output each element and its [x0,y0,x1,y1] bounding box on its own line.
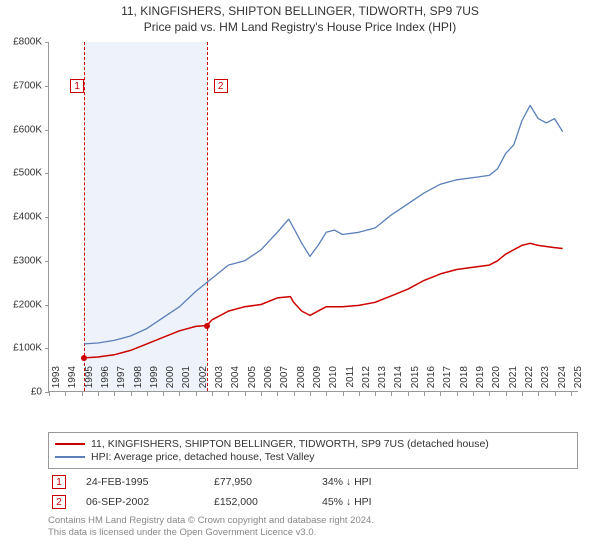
footer: Contains HM Land Registry data © Crown c… [48,515,578,540]
x-tick-label: 2022 [524,366,535,396]
x-tick [359,392,360,396]
y-tick-label: £600K [0,124,42,135]
sale-row-price: £152,000 [214,496,314,508]
sale-dot-2 [204,323,210,329]
x-tick [98,392,99,396]
chart: 12 £0£100K£200K£300K£400K£500K£600K£700K… [48,42,578,392]
x-tick [473,392,474,396]
x-tick [343,392,344,396]
x-tick-label: 2012 [361,366,372,396]
x-tick-label: 2017 [442,366,453,396]
x-tick-label: 2014 [393,366,404,396]
x-tick-label: 2016 [426,366,437,396]
x-tick-label: 2000 [165,366,176,396]
x-tick-label: 2018 [459,366,470,396]
x-tick-label: 2009 [312,366,323,396]
x-tick [310,392,311,396]
sale-row: 1 24-FEB-1995 £77,950 34% ↓ HPI [48,475,578,489]
x-tick-label: 1996 [100,366,111,396]
x-tick [375,392,376,396]
x-tick-label: 1993 [51,366,62,396]
sale-row-delta: 45% ↓ HPI [322,496,442,508]
legend-box: 11, KINGFISHERS, SHIPTON BELLINGER, TIDW… [48,432,578,469]
x-tick [457,392,458,396]
x-tick-label: 2005 [247,366,258,396]
x-tick-label: 2023 [540,366,551,396]
y-tick-label: £100K [0,343,42,354]
x-tick [82,392,83,396]
x-tick [424,392,425,396]
y-tick-label: £300K [0,255,42,266]
legend-label: 11, KINGFISHERS, SHIPTON BELLINGER, TIDW… [91,438,489,450]
legend-and-footer: 11, KINGFISHERS, SHIPTON BELLINGER, TIDW… [48,432,578,540]
x-tick [163,392,164,396]
x-tick-label: 2007 [279,366,290,396]
x-tick-label: 2019 [475,366,486,396]
x-tick-label: 2015 [410,366,421,396]
plot-area: 12 [48,42,578,392]
sale-row-marker: 2 [52,495,66,509]
x-tick-label: 1994 [67,366,78,396]
x-tick-label: 2004 [230,366,241,396]
sales-table: 1 24-FEB-1995 £77,950 34% ↓ HPI 2 06-SEP-2002… [48,475,578,509]
y-tick-label: £500K [0,168,42,179]
sale-marker-box-1: 1 [70,79,84,93]
x-tick [261,392,262,396]
sale-row-marker: 1 [52,475,66,489]
sale-row-date: 06-SEP-2002 [86,496,206,508]
legend-swatch [55,456,85,458]
x-tick [571,392,572,396]
sale-dot-1 [81,355,87,361]
x-tick-label: 2006 [263,366,274,396]
x-tick-label: 2010 [328,366,339,396]
chart-title-subtitle: Price paid vs. HM Land Registry's House … [0,20,600,34]
x-tick [49,392,50,396]
y-tick-label: £400K [0,212,42,223]
series-svg [49,42,579,392]
x-tick-label: 2021 [508,366,519,396]
x-tick [212,392,213,396]
legend-swatch [55,443,85,445]
x-tick-label: 1999 [149,366,160,396]
x-tick [522,392,523,396]
series-line-property_price [84,243,563,358]
footer-copyright: Contains HM Land Registry data © Crown c… [48,515,578,527]
footer-licence: This data is licensed under the Open Gov… [48,527,578,539]
x-tick-label: 2001 [181,366,192,396]
x-tick [131,392,132,396]
x-tick-label: 1998 [133,366,144,396]
sale-row: 2 06-SEP-2002 £152,000 45% ↓ HPI [48,495,578,509]
x-tick-label: 1995 [84,366,95,396]
y-tick-label: £200K [0,299,42,310]
legend-entry: 11, KINGFISHERS, SHIPTON BELLINGER, TIDW… [55,438,571,450]
x-tick [147,392,148,396]
sale-marker-box-2: 2 [214,79,228,93]
x-tick-label: 2008 [296,366,307,396]
x-tick-label: 2024 [557,366,568,396]
x-tick-label: 2002 [198,366,209,396]
legend-entry: HPI: Average price, detached house, Test… [55,451,571,463]
y-tick-label: £0 [0,387,42,398]
y-tick-label: £800K [0,37,42,48]
x-tick-label: 2003 [214,366,225,396]
x-tick [245,392,246,396]
legend-label: HPI: Average price, detached house, Test… [91,451,315,463]
x-tick-label: 2025 [573,366,584,396]
y-tick-label: £700K [0,80,42,91]
x-tick [506,392,507,396]
x-tick [294,392,295,396]
x-tick-label: 1997 [116,366,127,396]
x-tick-label: 2020 [491,366,502,396]
sale-row-date: 24-FEB-1995 [86,476,206,488]
x-tick [555,392,556,396]
x-tick-label: 2011 [345,366,356,396]
chart-title-address: 11, KINGFISHERS, SHIPTON BELLINGER, TIDW… [0,4,600,18]
sale-row-price: £77,950 [214,476,314,488]
x-tick [196,392,197,396]
x-tick-label: 2013 [377,366,388,396]
x-tick [408,392,409,396]
sale-row-delta: 34% ↓ HPI [322,476,442,488]
